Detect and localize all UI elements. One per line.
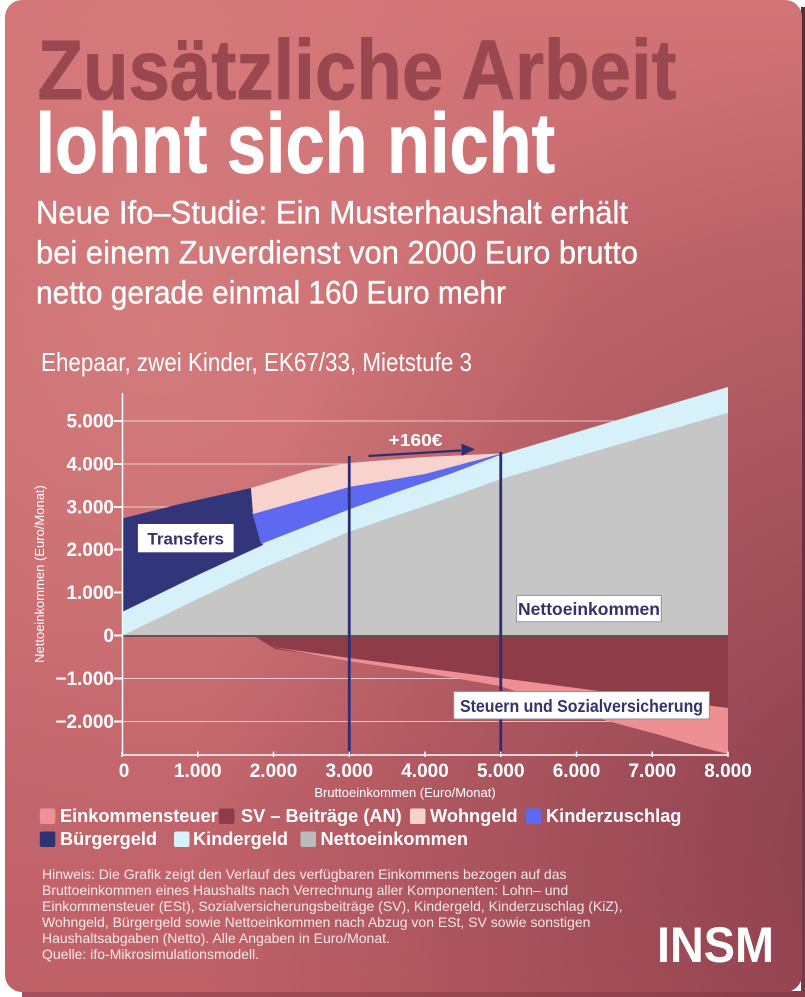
svg-text:Hinweis: Die Grafik zeigt den: Hinweis: Die Grafik zeigt den Verlauf de… — [42, 866, 567, 882]
svg-text:Steuern und Sozialversicherung: Steuern und Sozialversicherung — [460, 696, 703, 716]
svg-text:Haushaltsabgaben (Netto). Alle: Haushaltsabgaben (Netto). Alle Angaben i… — [42, 930, 390, 946]
svg-text:7.000: 7.000 — [628, 761, 676, 782]
svg-text:lohnt sich nicht: lohnt sich nicht — [36, 97, 556, 191]
svg-text:2.000: 2.000 — [250, 761, 298, 782]
svg-text:4.000: 4.000 — [401, 761, 449, 782]
svg-text:INSM: INSM — [657, 917, 774, 973]
svg-text:2.000: 2.000 — [66, 540, 114, 561]
svg-text:Bruttoeinkommen eines Haushalt: Bruttoeinkommen eines Haushalts nach Ver… — [42, 882, 568, 898]
svg-text:0: 0 — [119, 761, 130, 782]
svg-text:−1.000: −1.000 — [55, 669, 114, 690]
svg-text:Wohngeld: Wohngeld — [430, 806, 518, 826]
svg-text:0: 0 — [103, 626, 114, 647]
svg-text:Einkommensteuer: Einkommensteuer — [60, 806, 218, 826]
svg-text:Nettoeinkommen (Euro/Monat): Nettoeinkommen (Euro/Monat) — [32, 485, 47, 663]
svg-text:5.000: 5.000 — [477, 761, 525, 782]
svg-text:Einkommensteuer (ESt), Sozialv: Einkommensteuer (ESt), Sozialversicherun… — [42, 898, 622, 914]
svg-text:Wohngeld, Bürgergeld sowie Net: Wohngeld, Bürgergeld sowie Nettoeinkomme… — [42, 914, 590, 930]
svg-text:bei einem Zuverdienst von 2000: bei einem Zuverdienst von 2000 Euro brut… — [36, 234, 638, 270]
svg-text:SV – Beiträge (AN): SV – Beiträge (AN) — [241, 806, 402, 826]
svg-text:Neue Ifo–Studie: Ein Musterhau: Neue Ifo–Studie: Ein Musterhaushalt erhä… — [36, 195, 628, 231]
svg-text:Ehepaar, zwei Kinder, EK67/33,: Ehepaar, zwei Kinder, EK67/33, Mietstufe… — [41, 347, 472, 377]
svg-text:5.000: 5.000 — [66, 412, 114, 433]
svg-text:1.000: 1.000 — [174, 761, 222, 782]
svg-text:Nettoeinkommen: Nettoeinkommen — [321, 829, 469, 849]
svg-text:Bürgergeld: Bürgergeld — [60, 829, 157, 849]
svg-text:netto gerade einmal 160 Euro m: netto gerade einmal 160 Euro mehr — [36, 275, 506, 311]
svg-text:6.000: 6.000 — [553, 761, 601, 782]
svg-text:Quelle: ifo-Mikrosimulationsmo: Quelle: ifo-Mikrosimulationsmodell. — [42, 946, 259, 962]
svg-text:Kindergeld: Kindergeld — [193, 829, 288, 849]
svg-text:Kinderzuschlag: Kinderzuschlag — [546, 806, 681, 826]
svg-text:−2.000: −2.000 — [55, 712, 114, 733]
svg-text:8.000: 8.000 — [704, 761, 752, 782]
svg-text:+160€: +160€ — [389, 430, 443, 450]
svg-text:Nettoeinkommen: Nettoeinkommen — [518, 599, 660, 619]
svg-text:Zusätzliche Arbeit: Zusätzliche Arbeit — [38, 23, 677, 117]
svg-text:3.000: 3.000 — [66, 498, 114, 519]
svg-text:Transfers: Transfers — [147, 530, 224, 549]
svg-text:1.000: 1.000 — [66, 583, 114, 604]
svg-text:3.000: 3.000 — [325, 761, 373, 782]
svg-text:Bruttoeinkommen (Euro/Monat): Bruttoeinkommen (Euro/Monat) — [314, 785, 495, 800]
svg-text:4.000: 4.000 — [66, 455, 114, 476]
